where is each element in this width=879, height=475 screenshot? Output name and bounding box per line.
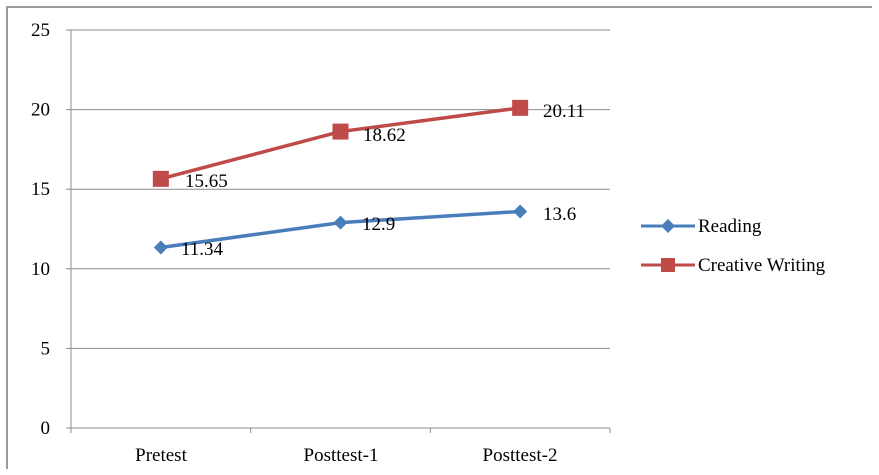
data-labels: 11.34 12.9 13.6 15.65 18.62 20.11	[181, 101, 585, 260]
legend-marker-creative-writing	[661, 258, 675, 272]
legend-marker-reading	[661, 219, 675, 233]
data-label-reading-posttest-2: 13.6	[543, 204, 576, 225]
legend-item-reading: Reading	[641, 216, 762, 237]
y-tick-label-25: 25	[31, 20, 50, 41]
chart-frame	[6, 6, 872, 469]
marker-creative-writing-0	[152, 170, 169, 187]
y-tick-label-20: 20	[31, 100, 50, 121]
legend-item-creative-writing: Creative Writing	[641, 255, 826, 276]
y-tick-label-5: 5	[41, 338, 51, 359]
data-label-writing-posttest-1: 18.62	[363, 125, 406, 146]
marker-creative-writing-1	[332, 123, 349, 140]
marker-reading-0	[153, 240, 168, 255]
x-tick-label-posttest-2: Posttest-2	[483, 445, 558, 466]
data-label-writing-posttest-2: 20.11	[543, 101, 585, 122]
legend: Reading Creative Writing	[641, 216, 826, 276]
x-tick-label-pretest: Pretest	[135, 445, 187, 466]
y-tick-label-0: 0	[41, 418, 51, 439]
y-tick-label-10: 10	[31, 259, 50, 280]
data-label-writing-pretest: 15.65	[185, 171, 228, 192]
marker-reading-2	[513, 204, 528, 219]
marker-creative-writing-2	[512, 99, 529, 116]
series-group	[152, 99, 529, 255]
y-axis: 0 5 10 15 20 25	[31, 20, 72, 439]
marker-reading-1	[333, 215, 348, 230]
data-label-reading-posttest-1: 12.9	[362, 214, 395, 235]
series-line-creative-writing	[160, 106, 521, 181]
legend-label-creative-writing: Creative Writing	[698, 255, 826, 276]
legend-label-reading: Reading	[698, 216, 762, 237]
x-tick-label-posttest-1: Posttest-1	[304, 445, 379, 466]
x-axis: Pretest Posttest-1 Posttest-2	[70, 427, 611, 466]
y-tick-label-15: 15	[31, 179, 50, 200]
gridlines	[71, 29, 610, 349]
data-label-reading-pretest: 11.34	[181, 239, 224, 260]
